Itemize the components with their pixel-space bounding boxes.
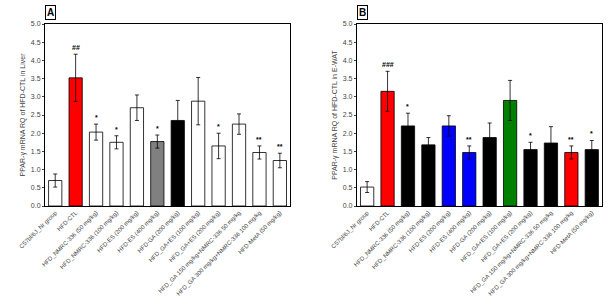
- svg-text:2.0: 2.0: [343, 130, 353, 137]
- svg-text:5.0: 5.0: [343, 20, 353, 27]
- svg-text:HFD_GA 300 mg/kg+NMRC-336 100: HFD_GA 300 mg/kg+NMRC-336 100 mg/kg: [175, 210, 262, 297]
- svg-text:4.0: 4.0: [343, 57, 353, 64]
- svg-text:3.5: 3.5: [31, 75, 41, 82]
- svg-text:3.0: 3.0: [31, 93, 41, 100]
- svg-text:5.0: 5.0: [31, 20, 41, 27]
- svg-text:HFD-ES (200 mg/kg): HFD-ES (200 mg/kg): [96, 210, 140, 254]
- svg-text:HFD-GA (200 mg/kg): HFD-GA (200 mg/kg): [448, 210, 492, 254]
- svg-text:2.0: 2.0: [31, 130, 41, 137]
- svg-text:**: **: [568, 136, 574, 143]
- svg-text:HFD-CTL: HFD-CTL: [368, 209, 391, 232]
- svg-text:HFD-MetA (50 mg/kg): HFD-MetA (50 mg/kg): [237, 210, 283, 256]
- svg-text:1.0: 1.0: [343, 166, 353, 173]
- svg-text:HFD_NMRC-336 (50 mg/kg): HFD_NMRC-336 (50 mg/kg): [41, 210, 99, 268]
- svg-text:HFD_NMRC-336 (100 mg/kg): HFD_NMRC-336 (100 mg/kg): [59, 210, 119, 270]
- svg-text:*: *: [590, 130, 593, 137]
- svg-text:3.5: 3.5: [343, 75, 353, 82]
- svg-text:HFD-ES (400 mg/kg): HFD-ES (400 mg/kg): [428, 210, 472, 254]
- svg-text:HFD_GA 150 mg/kg+NMRC-336 50 m: HFD_GA 150 mg/kg+NMRC-336 50 mg/kg: [157, 210, 242, 295]
- svg-text:1.5: 1.5: [343, 148, 353, 155]
- svg-text:*: *: [95, 114, 98, 121]
- svg-text:0.0: 0.0: [343, 202, 353, 209]
- svg-text:PPAR-γ mRNA RQ of HFD-CTL in L: PPAR-γ mRNA RQ of HFD-CTL in Liver: [19, 53, 27, 177]
- svg-text:**: **: [277, 143, 283, 150]
- svg-text:HFD_GA+ES (200 mg/kg): HFD_GA+ES (200 mg/kg): [480, 210, 533, 263]
- svg-text:0.0: 0.0: [31, 202, 41, 209]
- svg-text:**: **: [466, 136, 472, 143]
- svg-text:1.0: 1.0: [31, 166, 41, 173]
- svg-text:1.5: 1.5: [31, 148, 41, 155]
- svg-text:HFD-GA (200 mg/kg): HFD-GA (200 mg/kg): [136, 210, 180, 254]
- svg-text:0.5: 0.5: [31, 184, 41, 191]
- svg-text:HFD_NMRC-336 (50 mg/kg): HFD_NMRC-336 (50 mg/kg): [353, 210, 411, 268]
- svg-text:HFD_GA 150 mg/kg+NMRC-336 50 m: HFD_GA 150 mg/kg+NMRC-336 50 mg/kg: [469, 210, 554, 295]
- svg-text:PPAR-γ mRNA RQ of HFD-CTL in E: PPAR-γ mRNA RQ of HFD-CTL in E-WAT: [331, 50, 339, 180]
- svg-text:4.5: 4.5: [31, 39, 41, 46]
- svg-text:3.0: 3.0: [343, 93, 353, 100]
- svg-text:HFD_GA+ES (200 mg/kg): HFD_GA+ES (200 mg/kg): [168, 210, 221, 263]
- svg-text:2.5: 2.5: [31, 111, 41, 118]
- svg-text:HFD-CTL: HFD-CTL: [56, 209, 79, 232]
- svg-text:*: *: [529, 132, 532, 139]
- svg-text:0.5: 0.5: [343, 184, 353, 191]
- svg-text:HFD_GA+ES (100 mg/kg): HFD_GA+ES (100 mg/kg): [460, 210, 513, 263]
- svg-text:HFD_GA 300 mg/kg+NMRC-336 100: HFD_GA 300 mg/kg+NMRC-336 100 mg/kg: [487, 210, 574, 297]
- svg-text:###: ###: [382, 61, 394, 68]
- svg-text:4.5: 4.5: [343, 39, 353, 46]
- svg-text:*: *: [156, 125, 159, 132]
- svg-text:HFD_GA+ES (100 mg/kg): HFD_GA+ES (100 mg/kg): [148, 210, 201, 263]
- svg-text:4.0: 4.0: [31, 57, 41, 64]
- svg-text:A: A: [47, 7, 54, 18]
- svg-text:HFD-ES (200 mg/kg): HFD-ES (200 mg/kg): [408, 210, 452, 254]
- svg-text:C57bl/6J_Nr group: C57bl/6J_Nr group: [330, 209, 370, 249]
- svg-text:HFD-ES (400 mg/kg): HFD-ES (400 mg/kg): [116, 210, 160, 254]
- svg-text:##: ##: [72, 44, 80, 51]
- svg-text:C57bl/6J_Nr group: C57bl/6J_Nr group: [18, 209, 58, 249]
- svg-text:*: *: [115, 126, 118, 133]
- svg-text:HFD-MetA (50 mg/kg): HFD-MetA (50 mg/kg): [549, 210, 595, 256]
- svg-text:*: *: [217, 123, 220, 130]
- svg-text:HFD_NMRC-336 (100 mg/kg): HFD_NMRC-336 (100 mg/kg): [371, 210, 431, 270]
- svg-text:B: B: [359, 7, 366, 18]
- svg-text:*: *: [406, 103, 409, 110]
- svg-text:**: **: [256, 136, 262, 143]
- svg-text:2.5: 2.5: [343, 111, 353, 118]
